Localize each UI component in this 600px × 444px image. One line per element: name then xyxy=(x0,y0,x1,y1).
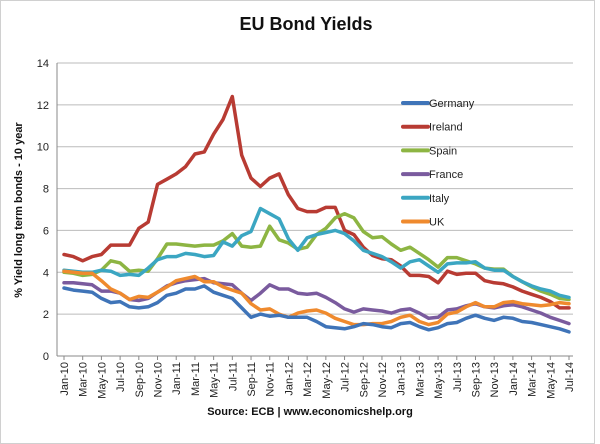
x-tick-label: May-10 xyxy=(96,362,108,399)
series-line-italy xyxy=(62,206,571,300)
x-tick-label: Mar-13 xyxy=(414,362,426,397)
x-tick-label: Jul-14 xyxy=(564,362,576,392)
x-tick-label: Jul-13 xyxy=(452,362,464,392)
y-tick-label: 14 xyxy=(37,58,49,70)
x-tick-label: Sep-11 xyxy=(246,362,258,397)
legend-label-germany: Germany xyxy=(429,98,475,110)
y-tick-label: 4 xyxy=(43,267,49,279)
x-tick-label: Nov-10 xyxy=(153,362,165,397)
x-tick-label: Nov-12 xyxy=(377,362,389,397)
y-tick-label: 6 xyxy=(43,225,49,237)
x-tick-label: Sep-10 xyxy=(134,362,146,397)
series-line-germany xyxy=(62,284,571,334)
x-tick-label: May-13 xyxy=(433,362,445,399)
legend-label-uk: UK xyxy=(429,217,445,229)
x-tick-label: Nov-13 xyxy=(489,362,501,397)
chart-title: EU Bond Yields xyxy=(239,14,372,34)
x-tick-label: Jul-11 xyxy=(227,362,239,391)
series-line-ireland xyxy=(62,94,571,310)
x-tick-label: Mar-14 xyxy=(527,362,539,397)
x-tick-label: Jan-11 xyxy=(171,362,183,395)
x-tick-label: Mar-10 xyxy=(78,362,90,397)
legend-label-ireland: Ireland xyxy=(429,122,463,134)
y-tick-label: 10 xyxy=(37,142,49,154)
legend-label-spain: Spain xyxy=(429,145,457,157)
x-tick-label: May-14 xyxy=(545,362,557,399)
source-note: Source: ECB | www.economicshelp.org xyxy=(207,406,413,418)
x-tick-label: Jan-10 xyxy=(59,362,71,396)
y-tick-label: 8 xyxy=(43,184,49,196)
x-tick-label: May-11 xyxy=(209,362,221,398)
x-tick-label: Jan-12 xyxy=(283,362,295,396)
x-tick-label: Nov-11 xyxy=(265,362,277,397)
y-axis-label: % Yield long term bonds - 10 year xyxy=(13,122,25,298)
x-tick-label: Jan-14 xyxy=(508,362,520,396)
x-tick-label: Sep-12 xyxy=(358,362,370,397)
x-tick-label: Sep-13 xyxy=(470,362,482,397)
series-line-uk xyxy=(62,269,571,327)
y-tick-label: 2 xyxy=(43,309,49,321)
x-tick-label: Mar-11 xyxy=(190,362,202,396)
x-tick-label: Jul-10 xyxy=(115,362,127,392)
y-tick-label: 12 xyxy=(37,100,49,112)
legend-label-italy: Italy xyxy=(429,193,450,205)
x-tick-label: Mar-12 xyxy=(302,362,314,397)
y-tick-label: 0 xyxy=(43,351,49,363)
x-tick-label: Jul-12 xyxy=(340,362,352,392)
legend-label-france: France xyxy=(429,169,463,181)
x-tick-label: Jan-13 xyxy=(396,362,408,396)
x-tick-label: May-12 xyxy=(321,362,333,399)
